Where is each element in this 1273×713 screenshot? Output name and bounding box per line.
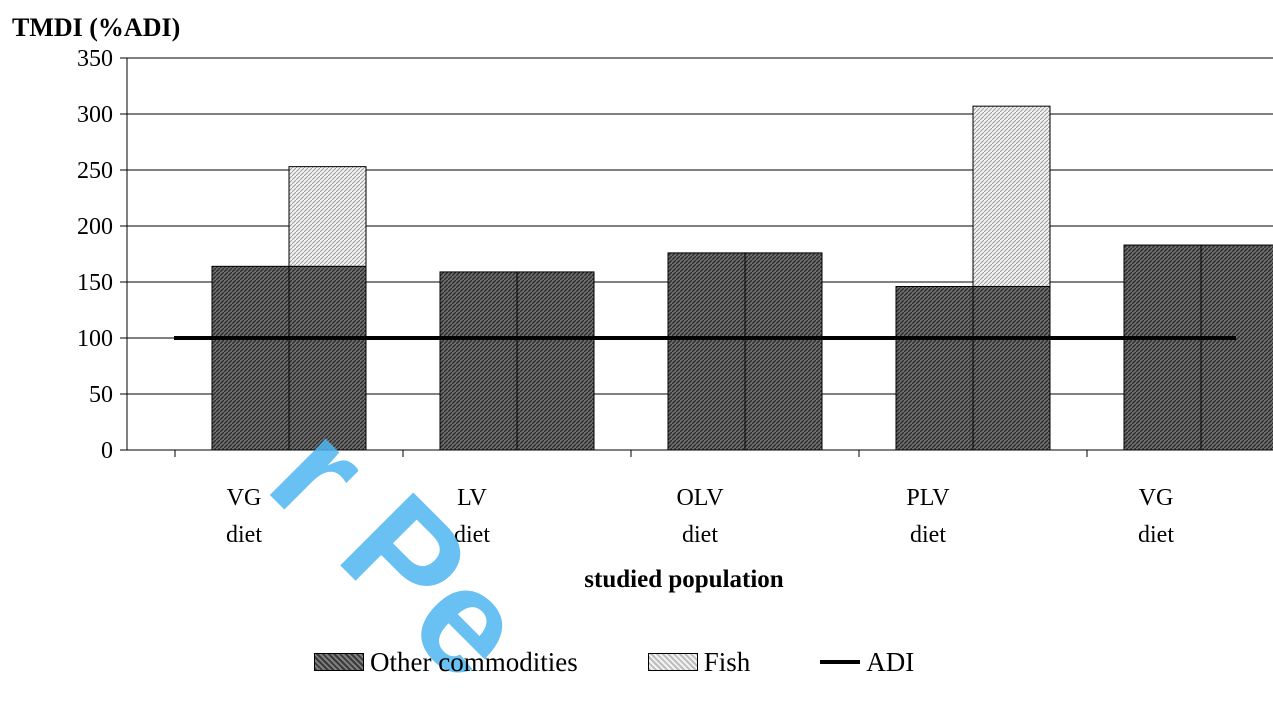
- legend-item-fish: Fish: [647, 646, 751, 678]
- x-category-label: VG: [227, 485, 262, 511]
- y-tick-label: 50: [89, 382, 113, 408]
- bar-other-left: [439, 271, 518, 451]
- bar-other-right: [288, 265, 367, 451]
- y-tick-label: 200: [77, 214, 113, 240]
- x-category-sublabel: diet: [1138, 522, 1174, 548]
- y-tick-label: 350: [77, 46, 113, 72]
- bar-other-right: [516, 271, 595, 451]
- y-tick-label: 0: [101, 438, 113, 464]
- y-tick-label: 300: [77, 102, 113, 128]
- y-tick-label: 100: [77, 326, 113, 352]
- legend-line-adi: [820, 660, 861, 664]
- y-tick-label: 150: [77, 270, 113, 296]
- x-category-label: PLV: [906, 485, 950, 511]
- bar-fish: [288, 166, 367, 267]
- x-category-label: LV: [457, 485, 487, 511]
- x-category-label: VG: [1139, 485, 1174, 511]
- bar-other-right: [972, 285, 1051, 451]
- legend-swatch-fish: [647, 653, 698, 671]
- bar-other-right: [744, 252, 823, 451]
- legend: Other commodities Fish ADI: [314, 646, 984, 678]
- bar-fish: [972, 105, 1051, 287]
- legend-item-other: Other commodities: [314, 647, 578, 678]
- legend-label-fish: Fish: [703, 646, 751, 677]
- x-category-label: OLV: [676, 485, 724, 511]
- y-tick-label: 250: [77, 158, 113, 184]
- x-category-sublabel: diet: [454, 522, 490, 548]
- x-axis-title: studied population: [584, 566, 783, 593]
- bar-other-left: [667, 252, 746, 451]
- x-category-sublabel: diet: [682, 522, 718, 548]
- legend-item-adi: ADI: [820, 647, 914, 678]
- legend-label-other: Other commodities: [370, 646, 578, 677]
- chart-canvas: TMDI (%ADI) 0 50 100 150 200 250 300 350 VG diet…: [12, 13, 1273, 593]
- legend-label-adi: ADI: [866, 646, 915, 677]
- chart-title: TMDI (%ADI): [12, 13, 180, 42]
- bar-other-right: [1200, 244, 1273, 451]
- x-category-sublabel: diet: [226, 522, 262, 548]
- bar-other-left: [1123, 244, 1202, 451]
- x-category-sublabel: diet: [910, 522, 946, 548]
- legend-swatch-other: [314, 653, 364, 671]
- bar-other-left: [211, 265, 290, 451]
- bar-other-left: [895, 285, 974, 451]
